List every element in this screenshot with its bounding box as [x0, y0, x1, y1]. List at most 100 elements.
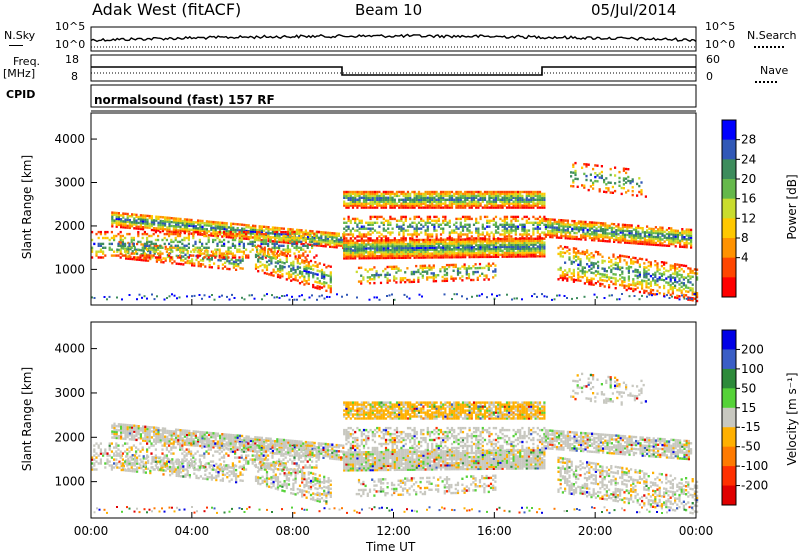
range-cell — [354, 241, 357, 244]
range-cell — [320, 268, 324, 272]
range-cell — [682, 278, 685, 281]
range-cell — [239, 259, 242, 262]
range-cell — [523, 204, 526, 207]
range-cell — [490, 200, 493, 203]
range-cell — [569, 231, 572, 234]
range-cell — [404, 198, 407, 201]
range-cell — [391, 217, 394, 221]
range-cell — [398, 225, 401, 228]
range-cell — [461, 254, 465, 257]
range-cell — [371, 239, 374, 242]
range-cell — [290, 279, 293, 282]
range-cell — [470, 251, 473, 255]
range-cell — [433, 240, 436, 243]
range-cell — [431, 219, 434, 222]
range-cell — [398, 248, 401, 252]
range-cell — [582, 234, 585, 237]
range-cell — [538, 251, 542, 254]
range-cell — [592, 262, 595, 265]
range-cell — [479, 249, 482, 253]
range-cell — [448, 256, 451, 259]
range-cell — [278, 236, 281, 240]
range-cell — [573, 235, 576, 239]
range-cell — [376, 254, 379, 258]
range-cell — [457, 204, 460, 207]
range-cell — [296, 267, 299, 271]
range-cell — [450, 196, 454, 199]
range-cell — [541, 231, 544, 234]
range-cell — [455, 244, 458, 247]
range-cell — [284, 248, 287, 251]
range-cell — [124, 212, 127, 215]
range-cell — [514, 241, 517, 245]
range-cell — [247, 237, 250, 241]
range-cell — [161, 238, 164, 242]
range-cell — [404, 248, 407, 252]
range-cell — [387, 202, 390, 205]
range-cell — [395, 277, 398, 280]
range-cell — [534, 194, 537, 198]
range-cell — [466, 192, 469, 196]
range-cell — [398, 239, 401, 242]
range-cell — [544, 225, 547, 229]
range-cell — [115, 223, 118, 226]
range-cell — [282, 227, 285, 230]
range-cell — [323, 275, 326, 278]
range-cell — [354, 229, 357, 232]
range-cell — [382, 190, 385, 194]
range-cell — [212, 254, 215, 257]
range-cell — [479, 194, 482, 198]
range-cell — [95, 250, 98, 253]
range-cell — [420, 204, 423, 207]
range-cell — [573, 237, 576, 240]
range-cell — [337, 238, 340, 241]
range-cell — [317, 230, 320, 234]
range-cell — [380, 245, 383, 248]
range-cell — [536, 190, 539, 194]
range-cell — [525, 243, 528, 246]
range-cell — [110, 242, 113, 246]
range-cell — [527, 241, 531, 244]
range-cell — [345, 196, 348, 199]
range-cell — [614, 273, 617, 276]
range-cell — [297, 246, 300, 249]
range-cell — [593, 233, 596, 236]
range-cell — [579, 279, 582, 282]
range-cell — [448, 242, 451, 245]
range-cell — [541, 194, 544, 198]
range-cell — [254, 253, 258, 257]
range-cell — [499, 243, 502, 247]
range-cell — [446, 190, 449, 194]
range-cell — [654, 260, 657, 263]
range-cell — [106, 236, 109, 240]
range-cell — [293, 238, 296, 241]
range-cell — [582, 228, 585, 231]
range-cell — [214, 221, 217, 224]
range-cell — [345, 237, 348, 240]
range-cell — [652, 289, 655, 292]
range-cell — [457, 244, 460, 247]
range-cell — [174, 244, 177, 247]
range-cell — [126, 216, 129, 220]
range-cell — [409, 244, 412, 248]
range-cell — [457, 240, 460, 243]
range-cell — [577, 237, 580, 241]
range-cell — [422, 244, 425, 247]
range-cell — [384, 248, 388, 252]
range-cell — [657, 238, 660, 241]
range-cell — [572, 251, 575, 254]
range-cell — [483, 266, 486, 270]
range-cell — [501, 204, 504, 207]
range-cell — [315, 244, 318, 247]
range-cell — [362, 206, 366, 209]
range-cell — [443, 267, 446, 271]
range-cell — [402, 190, 405, 194]
range-cell — [536, 221, 539, 224]
range-cell — [488, 194, 491, 198]
range-cell — [439, 256, 443, 259]
range-cell — [384, 202, 388, 205]
range-cell — [190, 220, 193, 224]
range-cell — [459, 267, 462, 270]
range-cell — [391, 202, 394, 205]
range-cell — [404, 204, 407, 207]
